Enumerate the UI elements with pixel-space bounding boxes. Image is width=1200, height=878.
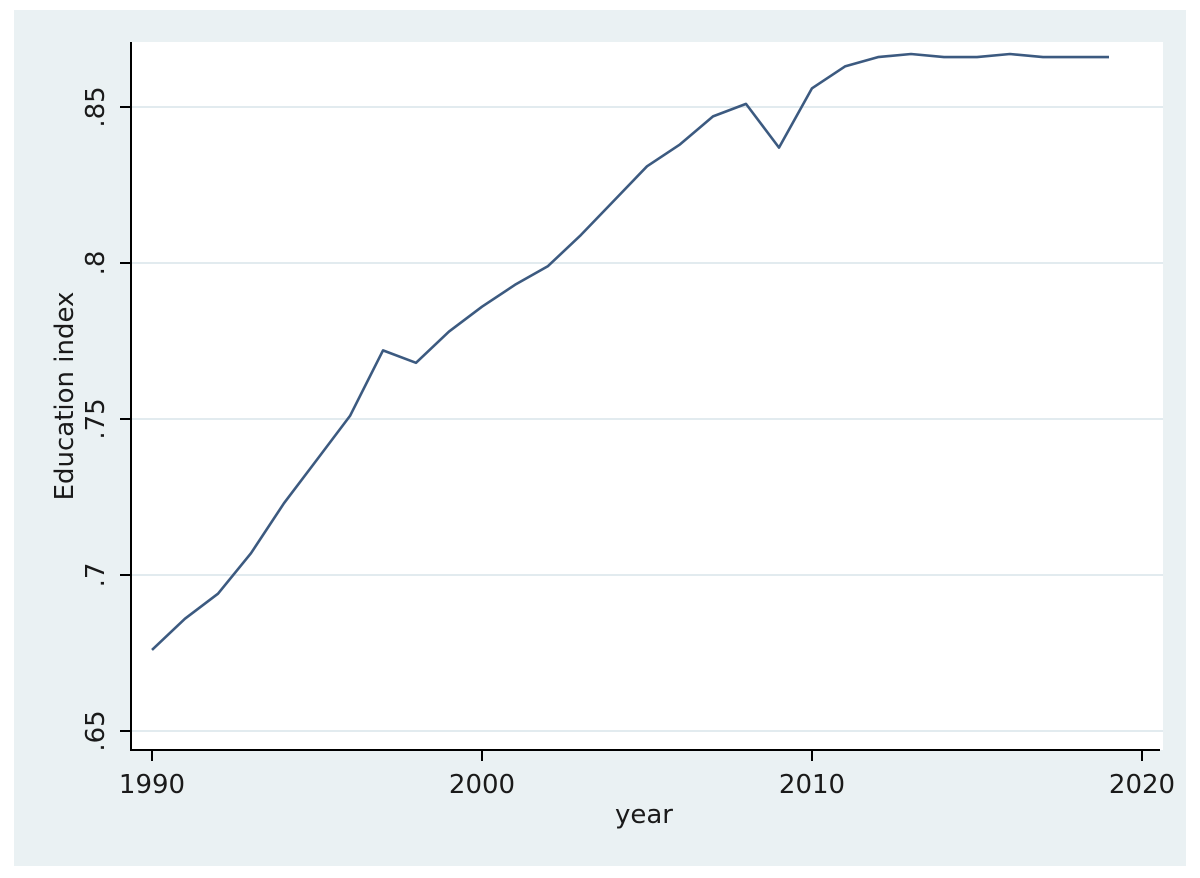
- x-axis-title: year: [615, 800, 673, 830]
- y-tick-label: .75: [81, 398, 111, 439]
- x-tick-label: 1990: [119, 770, 185, 800]
- y-axis-title: Education index: [50, 292, 80, 501]
- series-layer: [151, 52, 1109, 651]
- gridlines: [131, 106, 1163, 732]
- series-line: [151, 52, 1109, 651]
- x-tick-label: 2020: [1109, 770, 1175, 800]
- axes: [120, 42, 1160, 761]
- x-tick-label: 2010: [779, 770, 845, 800]
- y-tick-label: .85: [81, 86, 111, 127]
- y-tick-label: .7: [81, 563, 111, 588]
- x-tick-label: 2000: [449, 770, 515, 800]
- y-tick-label: .8: [81, 251, 111, 276]
- plot-area: [131, 42, 1163, 750]
- y-tick-label: .65: [81, 710, 111, 751]
- tick-labels: 1990 2000 2010 2020 .65 .7 .75 .8 .85: [81, 86, 1175, 800]
